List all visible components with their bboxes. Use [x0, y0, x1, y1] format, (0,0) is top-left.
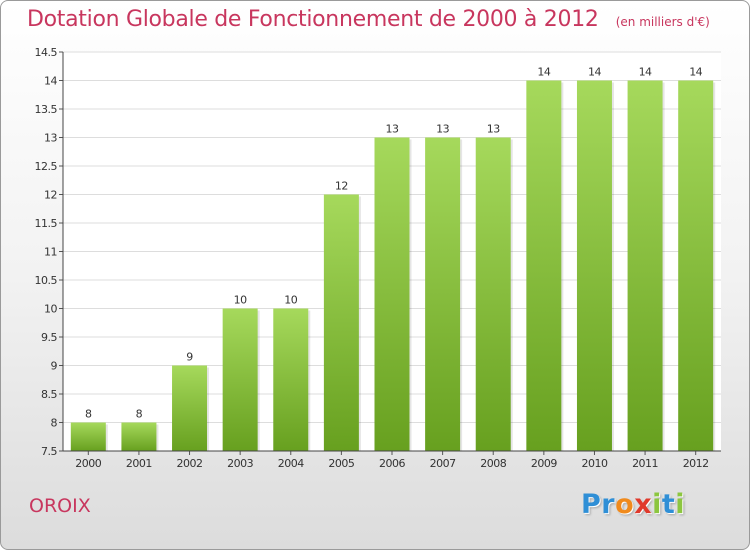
x-tick-label: 2007 [430, 457, 456, 470]
bar [374, 137, 410, 451]
y-tick-label: 8 [51, 417, 58, 430]
x-tick-label: 2001 [126, 457, 152, 470]
bar [70, 422, 106, 451]
x-tick-label: 2006 [379, 457, 405, 470]
x-tick-label: 2002 [177, 457, 203, 470]
y-tick-label: 13 [44, 132, 57, 145]
bar [425, 137, 461, 451]
y-tick-label: 10.5 [35, 274, 58, 287]
x-tick-label: 2009 [531, 457, 557, 470]
x-tick-label: 2010 [581, 457, 607, 470]
bar [273, 308, 309, 451]
data-label: 9 [186, 351, 193, 364]
y-tick-label: 7.5 [41, 445, 57, 458]
x-tick-label: 2003 [227, 457, 253, 470]
data-label: 13 [487, 123, 500, 136]
y-tick-label: 10 [44, 303, 57, 316]
bar [678, 80, 714, 451]
data-label: 8 [85, 408, 92, 421]
data-label: 14 [639, 66, 652, 79]
x-tick-label: 2011 [632, 457, 658, 470]
y-tick-label: 12.5 [35, 160, 58, 173]
logo-letter: x [634, 489, 653, 520]
title-row: Dotation Globale de Fonctionnement de 20… [27, 7, 710, 32]
data-label: 13 [386, 123, 399, 136]
data-label: 8 [136, 408, 143, 421]
logo-letter: i [652, 489, 662, 520]
bar [627, 80, 663, 451]
y-tick-label: 8.5 [41, 388, 57, 401]
y-tick-label: 11.5 [35, 217, 58, 230]
x-tick-label: 2008 [480, 457, 506, 470]
y-tick-label: 11 [44, 246, 57, 259]
data-label: 14 [588, 66, 601, 79]
data-label: 13 [436, 123, 449, 136]
y-tick-label: 9.5 [41, 331, 57, 344]
commune-name: OROIX [29, 495, 91, 517]
logo-letter: P [581, 489, 602, 520]
y-tick-label: 14 [44, 75, 57, 88]
x-tick-label: 2012 [683, 457, 709, 470]
data-label: 14 [537, 66, 550, 79]
unit-note: (en milliers d'€) [615, 15, 710, 29]
bar [526, 80, 562, 451]
logo-letter: r [601, 489, 616, 520]
bar [172, 365, 208, 451]
bar [475, 137, 511, 451]
data-label: 14 [689, 66, 702, 79]
bar [323, 194, 359, 451]
logo-letter: o [615, 489, 635, 520]
x-tick-label: 2000 [75, 457, 101, 470]
logo-letter: t [661, 489, 676, 520]
chart-title: Dotation Globale de Fonctionnement de 20… [27, 7, 599, 32]
bar [121, 422, 157, 451]
bar [222, 308, 258, 451]
logo-letter: i [675, 489, 686, 520]
y-tick-label: 9 [51, 360, 58, 373]
data-label: 10 [284, 294, 297, 307]
proxiti-logo: Proxiti [581, 489, 685, 520]
y-tick-label: 14.5 [35, 46, 58, 59]
data-label: 10 [234, 294, 247, 307]
y-tick-label: 13.5 [35, 103, 58, 116]
bar [576, 80, 612, 451]
x-tick-label: 2005 [328, 457, 354, 470]
x-tick-label: 2004 [278, 457, 304, 470]
y-tick-label: 12 [44, 189, 57, 202]
data-label: 12 [335, 180, 348, 193]
